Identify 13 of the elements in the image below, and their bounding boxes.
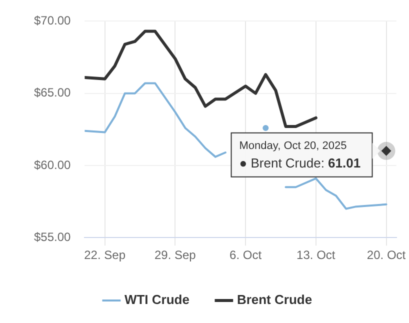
legend-label: Brent Crude (236, 292, 312, 308)
legend-label: WTI Crude (124, 292, 190, 308)
annotation: Monday, Oct 20, 2025 (239, 140, 347, 152)
annotation: ● Brent Crude: 61.01 (239, 155, 361, 170)
x-tick-label: 22. Sep (84, 248, 126, 262)
x-tick-label: 13. Oct (296, 248, 336, 262)
x-tick-label: 29. Sep (154, 248, 196, 262)
y-tick-label: $70.00 (34, 14, 72, 28)
x-tick-label: 6. Oct (230, 248, 262, 262)
y-tick-label: $60.00 (34, 158, 72, 172)
y-tick-label: $65.00 (34, 86, 72, 100)
x-tick-label: 20. Oct (366, 248, 406, 262)
y-tick-label: $55.00 (34, 230, 72, 244)
